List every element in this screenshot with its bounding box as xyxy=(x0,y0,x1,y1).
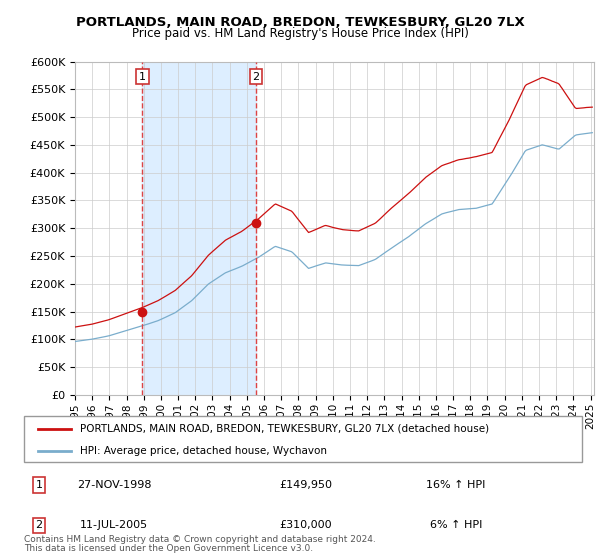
Bar xyxy=(142,62,256,395)
Text: Contains HM Land Registry data © Crown copyright and database right 2024.: Contains HM Land Registry data © Crown c… xyxy=(24,535,376,544)
Text: Price paid vs. HM Land Registry's House Price Index (HPI): Price paid vs. HM Land Registry's House … xyxy=(131,27,469,40)
Text: £149,950: £149,950 xyxy=(280,480,332,490)
Text: £310,000: £310,000 xyxy=(280,520,332,530)
Text: PORTLANDS, MAIN ROAD, BREDON, TEWKESBURY, GL20 7LX: PORTLANDS, MAIN ROAD, BREDON, TEWKESBURY… xyxy=(76,16,524,29)
Text: 2: 2 xyxy=(253,72,260,82)
Text: This data is licensed under the Open Government Licence v3.0.: This data is licensed under the Open Gov… xyxy=(24,544,313,553)
FancyBboxPatch shape xyxy=(24,416,582,462)
Text: HPI: Average price, detached house, Wychavon: HPI: Average price, detached house, Wych… xyxy=(80,446,327,455)
Text: 11-JUL-2005: 11-JUL-2005 xyxy=(80,520,148,530)
Text: PORTLANDS, MAIN ROAD, BREDON, TEWKESBURY, GL20 7LX (detached house): PORTLANDS, MAIN ROAD, BREDON, TEWKESBURY… xyxy=(80,424,489,434)
Text: 6% ↑ HPI: 6% ↑ HPI xyxy=(430,520,482,530)
Text: 2: 2 xyxy=(35,520,43,530)
Text: 1: 1 xyxy=(139,72,146,82)
Text: 1: 1 xyxy=(35,480,43,490)
Text: 27-NOV-1998: 27-NOV-1998 xyxy=(77,480,151,490)
Text: 16% ↑ HPI: 16% ↑ HPI xyxy=(427,480,485,490)
